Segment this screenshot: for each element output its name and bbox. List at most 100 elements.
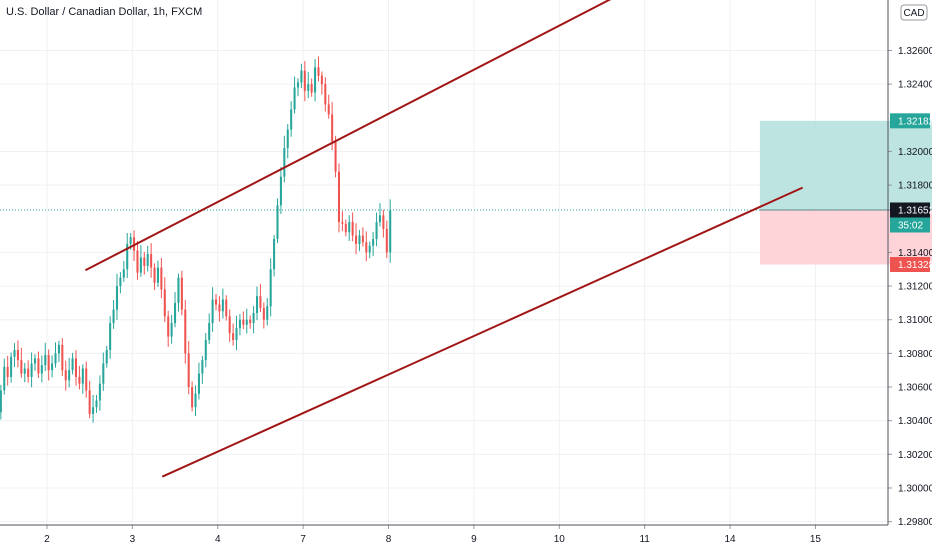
candle-body bbox=[337, 171, 341, 223]
candle-body bbox=[286, 129, 289, 149]
candle-body bbox=[255, 296, 259, 313]
x-tick-label: 9 bbox=[471, 534, 477, 545]
candle-body bbox=[153, 267, 156, 283]
candle-body bbox=[348, 222, 351, 233]
candle-body bbox=[44, 355, 47, 366]
countdown-label: 35:02 bbox=[898, 221, 923, 232]
candle-body bbox=[167, 316, 170, 337]
candle-body bbox=[112, 309, 115, 324]
target-price-badge bbox=[890, 113, 930, 129]
candle-body bbox=[262, 307, 265, 320]
candle-body bbox=[180, 277, 183, 310]
candle-body bbox=[344, 223, 347, 233]
candle-body bbox=[355, 235, 358, 244]
candle-body bbox=[293, 87, 296, 110]
candle-body bbox=[252, 312, 255, 324]
candle-body bbox=[160, 267, 163, 290]
currency-badge bbox=[900, 4, 928, 21]
candle-body bbox=[283, 148, 286, 177]
y-tick-label: 1.31200 bbox=[898, 282, 932, 293]
candle-body bbox=[232, 333, 235, 340]
candle-body bbox=[204, 339, 207, 361]
candle-body bbox=[334, 141, 337, 172]
candle-body bbox=[307, 84, 310, 91]
grid bbox=[0, 0, 888, 525]
candle-body bbox=[389, 210, 392, 253]
candle-body bbox=[146, 254, 149, 266]
candle-body bbox=[375, 222, 378, 239]
candle-body bbox=[156, 267, 159, 283]
candle-body bbox=[71, 358, 74, 371]
candle-body bbox=[3, 366, 6, 391]
candle-body bbox=[10, 356, 13, 377]
candle-body bbox=[341, 222, 344, 224]
y-tick-label: 1.30200 bbox=[898, 450, 932, 461]
candle-body bbox=[13, 350, 16, 357]
candle-body bbox=[122, 269, 125, 278]
candle-body bbox=[242, 319, 245, 325]
candle-body bbox=[40, 365, 43, 374]
candle-body bbox=[95, 400, 98, 408]
chart-title: U.S. Dollar / Canadian Dollar, 1h, FXCM bbox=[6, 6, 203, 18]
candle-body bbox=[143, 257, 146, 266]
target-price-label: 1.32182 bbox=[898, 116, 932, 127]
candle-body bbox=[105, 350, 108, 364]
candle-body bbox=[351, 222, 354, 236]
candle-body bbox=[37, 358, 40, 374]
candle-body bbox=[57, 344, 60, 354]
channel-lines bbox=[84, 0, 804, 478]
candle-body bbox=[365, 242, 368, 253]
y-tick-label: 1.31400 bbox=[898, 248, 932, 259]
candle-body bbox=[177, 277, 180, 303]
position-zones bbox=[0, 120, 932, 265]
x-tick-label: 3 bbox=[130, 534, 136, 545]
candle-body bbox=[214, 299, 218, 305]
y-tick-label: 1.32000 bbox=[898, 147, 932, 158]
candle-body bbox=[300, 70, 303, 83]
candle-body bbox=[327, 104, 330, 115]
channel-line-lower bbox=[161, 186, 804, 478]
candle-body bbox=[358, 235, 361, 244]
y-tick-label: 1.32600 bbox=[898, 46, 932, 57]
x-tick-label: 4 bbox=[215, 534, 221, 545]
candle-body bbox=[115, 286, 119, 310]
current-price-label: 1.31652 bbox=[898, 206, 932, 217]
candle-body bbox=[27, 368, 30, 377]
candle-body bbox=[102, 363, 105, 384]
candle-body bbox=[129, 237, 132, 244]
candle-body bbox=[98, 383, 101, 401]
y-tick-label: 1.31000 bbox=[898, 315, 932, 326]
candle-body bbox=[378, 215, 381, 223]
candle-body bbox=[279, 176, 282, 206]
candle-body bbox=[228, 316, 231, 334]
y-tick-label: 1.29800 bbox=[898, 517, 932, 528]
candle-body bbox=[372, 238, 375, 246]
candle-body bbox=[68, 370, 71, 381]
candle-body bbox=[249, 319, 252, 324]
candle-body bbox=[187, 353, 190, 388]
candle-body bbox=[126, 243, 129, 270]
candle-body bbox=[331, 114, 334, 142]
candle-body bbox=[139, 257, 142, 273]
candle-body bbox=[92, 407, 95, 414]
candle-body bbox=[174, 302, 177, 324]
candle-body bbox=[385, 228, 388, 253]
candle-body bbox=[238, 319, 241, 329]
candle-body bbox=[133, 237, 136, 251]
candle-body bbox=[6, 366, 9, 377]
candle-body bbox=[221, 299, 224, 312]
y-tick-label: 1.32400 bbox=[898, 80, 932, 91]
candle-body bbox=[314, 67, 317, 93]
candle-body bbox=[191, 387, 194, 408]
y-tick-label: 1.31800 bbox=[898, 181, 932, 192]
candle-body bbox=[218, 304, 221, 312]
target-zone bbox=[759, 120, 932, 210]
candle-body bbox=[81, 368, 84, 384]
candle-body bbox=[208, 323, 211, 340]
candle-body bbox=[276, 205, 279, 239]
candle-body bbox=[78, 376, 81, 384]
candle-body bbox=[170, 323, 173, 337]
candle-body bbox=[266, 306, 269, 320]
stop-price-label: 1.31328 bbox=[898, 260, 932, 271]
